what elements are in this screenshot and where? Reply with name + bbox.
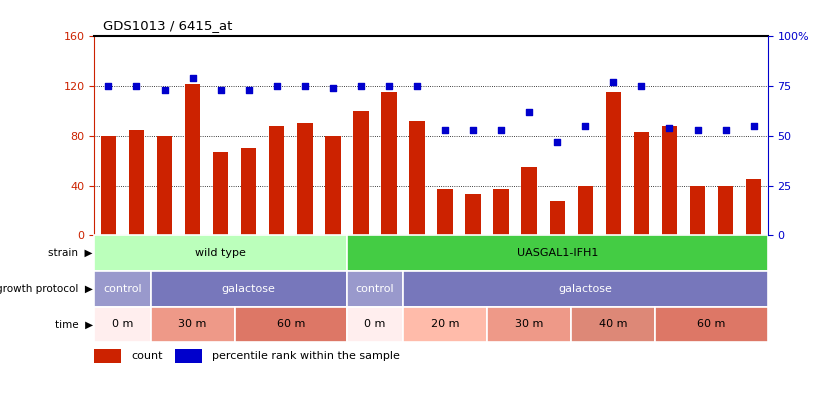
- Text: 0 m: 0 m: [112, 320, 133, 329]
- Bar: [185, 84, 200, 235]
- Point: [130, 83, 143, 90]
- Bar: [129, 130, 144, 235]
- Bar: [175, 349, 202, 364]
- Bar: [487, 307, 571, 342]
- Bar: [438, 189, 452, 235]
- Bar: [150, 307, 235, 342]
- Text: strain  ▶: strain ▶: [48, 248, 93, 258]
- Point: [663, 125, 676, 131]
- Bar: [94, 271, 150, 307]
- Bar: [94, 307, 150, 342]
- Bar: [493, 189, 509, 235]
- Point: [214, 87, 227, 94]
- Bar: [662, 126, 677, 235]
- Bar: [381, 92, 397, 235]
- Bar: [347, 307, 403, 342]
- Text: control: control: [103, 284, 142, 294]
- Bar: [94, 349, 122, 364]
- Text: 30 m: 30 m: [178, 320, 207, 329]
- Point: [242, 87, 255, 94]
- Bar: [634, 132, 649, 235]
- Point: [719, 127, 732, 133]
- Point: [691, 127, 704, 133]
- Point: [158, 87, 171, 94]
- Point: [438, 127, 452, 133]
- Bar: [157, 136, 172, 235]
- Point: [579, 123, 592, 129]
- Text: GDS1013 / 6415_at: GDS1013 / 6415_at: [103, 19, 232, 32]
- Text: 60 m: 60 m: [697, 320, 726, 329]
- Point: [607, 79, 620, 85]
- Point: [270, 83, 283, 90]
- Point: [747, 123, 760, 129]
- Bar: [325, 136, 341, 235]
- Bar: [150, 271, 347, 307]
- Bar: [347, 271, 403, 307]
- Text: growth protocol  ▶: growth protocol ▶: [0, 284, 93, 294]
- Point: [551, 139, 564, 145]
- Bar: [403, 271, 768, 307]
- Bar: [549, 200, 565, 235]
- Bar: [94, 235, 347, 271]
- Text: percentile rank within the sample: percentile rank within the sample: [212, 352, 400, 361]
- Text: 20 m: 20 m: [431, 320, 459, 329]
- Text: 40 m: 40 m: [599, 320, 627, 329]
- Point: [355, 83, 368, 90]
- Bar: [655, 307, 768, 342]
- Text: galactose: galactose: [558, 284, 612, 294]
- Text: 60 m: 60 m: [277, 320, 305, 329]
- Bar: [571, 307, 655, 342]
- Point: [298, 83, 311, 90]
- Bar: [403, 307, 487, 342]
- Text: galactose: galactose: [222, 284, 276, 294]
- Point: [466, 127, 479, 133]
- Text: 30 m: 30 m: [515, 320, 544, 329]
- Bar: [235, 307, 346, 342]
- Point: [186, 75, 200, 81]
- Bar: [466, 194, 481, 235]
- Text: count: count: [131, 352, 163, 361]
- Point: [494, 127, 507, 133]
- Bar: [410, 121, 424, 235]
- Bar: [521, 167, 537, 235]
- Point: [410, 83, 424, 90]
- Bar: [578, 185, 593, 235]
- Point: [326, 85, 339, 92]
- Bar: [718, 185, 733, 235]
- Bar: [606, 92, 621, 235]
- Bar: [353, 111, 369, 235]
- Point: [523, 109, 536, 115]
- Point: [635, 83, 648, 90]
- Text: UASGAL1-IFH1: UASGAL1-IFH1: [516, 248, 598, 258]
- Text: 0 m: 0 m: [365, 320, 386, 329]
- Bar: [297, 124, 313, 235]
- Text: wild type: wild type: [195, 248, 246, 258]
- Bar: [269, 126, 284, 235]
- Bar: [213, 152, 228, 235]
- Bar: [101, 136, 116, 235]
- Bar: [690, 185, 705, 235]
- Bar: [746, 179, 761, 235]
- Text: time  ▶: time ▶: [55, 320, 93, 329]
- Bar: [241, 148, 256, 235]
- Bar: [347, 235, 768, 271]
- Point: [383, 83, 396, 90]
- Point: [102, 83, 115, 90]
- Text: control: control: [355, 284, 394, 294]
